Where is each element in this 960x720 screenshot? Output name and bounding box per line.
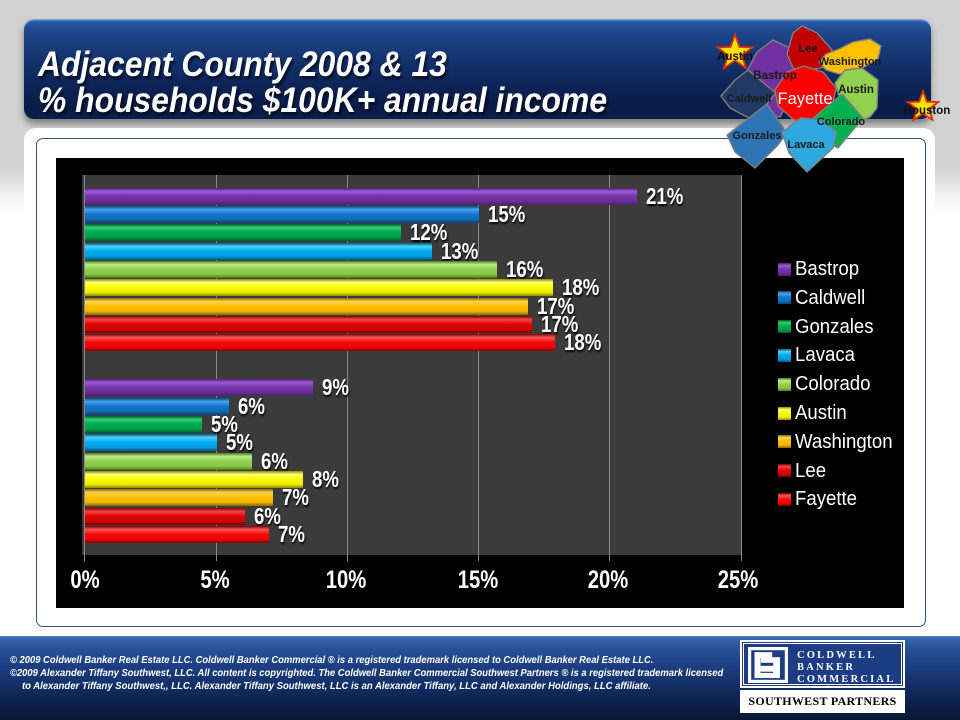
svg-text:Austin: Austin [838,84,874,96]
svg-text:Austin: Austin [717,51,753,63]
svg-text:Houston: Houston [904,105,951,117]
svg-text:Gonzales: Gonzales [733,130,782,142]
svg-text:Caldwell: Caldwell [727,93,772,105]
svg-text:Lee: Lee [799,43,818,55]
svg-text:Bastrop: Bastrop [753,70,796,82]
svg-text:Fayette: Fayette [777,90,832,108]
svg-text:Washington: Washington [819,56,882,68]
svg-text:Lavaca: Lavaca [787,139,825,151]
svg-text:Colorado: Colorado [817,116,866,128]
